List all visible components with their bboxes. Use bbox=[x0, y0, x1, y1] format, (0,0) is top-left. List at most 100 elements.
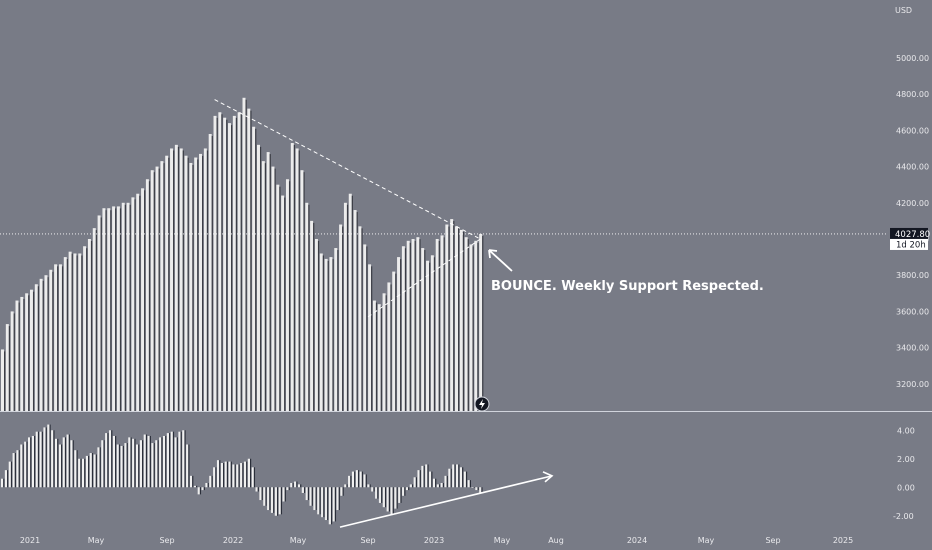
oscillator-bar bbox=[216, 460, 220, 488]
price-bar-shadow bbox=[23, 298, 25, 411]
oscillator-bar-shadow bbox=[157, 440, 159, 488]
oscillator-bar bbox=[463, 471, 466, 488]
oscillator-bar bbox=[124, 443, 127, 488]
oscillator-bar bbox=[297, 484, 301, 488]
oscillator-pane bbox=[1, 424, 483, 525]
oscillator-bar-shadow bbox=[253, 467, 256, 488]
price-bar-shadow bbox=[317, 240, 320, 411]
price-bar-shadow bbox=[235, 117, 238, 412]
price-bar-shadow bbox=[404, 248, 407, 411]
price-bar bbox=[469, 244, 473, 411]
oscillator-bar-shadow bbox=[14, 453, 16, 488]
price-bar-shadow bbox=[390, 284, 392, 411]
oscillator-bar bbox=[475, 487, 478, 491]
price-bar bbox=[368, 264, 372, 411]
annotation-arrow bbox=[488, 249, 513, 272]
oscillator-bar-shadow bbox=[219, 460, 221, 488]
price-bar-shadow bbox=[76, 255, 78, 411]
price-bar bbox=[179, 148, 183, 411]
oscillator-bar-shadow bbox=[381, 487, 383, 503]
oscillator-bar bbox=[224, 461, 227, 488]
oscillator-bar-shadow bbox=[354, 471, 356, 488]
price-bar-shadow bbox=[385, 295, 387, 411]
price-bar bbox=[339, 224, 343, 411]
oscillator-bar-shadow bbox=[238, 464, 240, 488]
oscillator-bar-shadow bbox=[68, 434, 70, 488]
price-bar-shadow bbox=[458, 228, 460, 411]
price-bar-shadow bbox=[13, 313, 15, 411]
oscillator-bar-shadow bbox=[330, 487, 333, 525]
price-bar bbox=[189, 162, 193, 411]
price-bar bbox=[39, 278, 43, 411]
oscillator-bar bbox=[209, 475, 212, 488]
price-bar-shadow bbox=[129, 204, 131, 411]
price-bar bbox=[252, 126, 256, 412]
price-bar bbox=[242, 97, 246, 411]
oscillator-bar bbox=[182, 430, 185, 488]
price-bar-shadow bbox=[293, 145, 295, 411]
oscillator-bar-shadow bbox=[435, 478, 437, 488]
price-bar-shadow bbox=[95, 230, 97, 411]
price-bar bbox=[256, 144, 260, 411]
oscillator-bar-shadow bbox=[138, 444, 140, 488]
price-bar-shadow bbox=[274, 168, 276, 411]
price-tick-label: 4200.00 bbox=[896, 199, 929, 208]
oscillator-bar-shadow bbox=[30, 437, 32, 488]
oscillator-bar-shadow bbox=[473, 487, 475, 488]
price-bar-shadow bbox=[47, 277, 49, 411]
oscillator-bar-shadow bbox=[165, 435, 167, 488]
oscillator-bar-shadow bbox=[153, 443, 155, 488]
x-tick-label: Sep bbox=[765, 536, 780, 545]
currency-label: USD bbox=[895, 6, 912, 15]
oscillator-bar-shadow bbox=[57, 438, 59, 488]
oscillator-bar-shadow bbox=[265, 487, 267, 506]
oscillator-bar-shadow bbox=[284, 487, 286, 502]
oscillator-bar bbox=[436, 484, 439, 488]
oscillator-bar bbox=[344, 484, 347, 488]
price-bar-shadow bbox=[57, 266, 59, 411]
price-bar-shadow bbox=[259, 146, 262, 411]
oscillator-bar-shadow bbox=[3, 478, 5, 488]
axes: 3200.003400.003600.003800.004000.004200.… bbox=[0, 54, 932, 545]
oscillator-bar bbox=[479, 487, 482, 493]
oscillator-bar-shadow bbox=[172, 431, 175, 488]
price-bar-shadow bbox=[119, 208, 122, 411]
oscillator-bar-shadow bbox=[373, 487, 375, 492]
oscillator-bar bbox=[259, 487, 262, 501]
x-tick-label: 2023 bbox=[424, 536, 444, 545]
oscillator-bar bbox=[62, 437, 65, 488]
price-bar bbox=[237, 112, 241, 412]
oscillator-bar-shadow bbox=[361, 471, 364, 488]
oscillator-bar-shadow bbox=[215, 467, 217, 488]
oscillator-bar-shadow bbox=[269, 487, 271, 511]
price-bar bbox=[34, 284, 38, 411]
oscillator-bar-shadow bbox=[423, 465, 425, 488]
price-bar bbox=[305, 202, 309, 411]
oscillator-bar-shadow bbox=[342, 487, 344, 496]
trendline-dashed-2 bbox=[367, 238, 481, 318]
price-bar-shadow bbox=[351, 195, 353, 411]
oscillator-bar-shadow bbox=[288, 487, 290, 491]
oscillator-bar-shadow bbox=[303, 487, 306, 493]
oscillator-bar-shadow bbox=[34, 435, 36, 488]
price-bar-shadow bbox=[308, 204, 310, 411]
price-bar bbox=[25, 293, 29, 411]
oscillator-bar-shadow bbox=[142, 440, 144, 488]
oscillator-bar-shadow bbox=[61, 444, 63, 488]
oscillator-bar-shadow bbox=[307, 487, 310, 501]
price-bar bbox=[15, 300, 19, 411]
oscillator-bar-shadow bbox=[357, 470, 360, 488]
oscillator-bar bbox=[456, 464, 459, 488]
oscillator-bar-shadow bbox=[10, 461, 13, 488]
countdown-value: 1d 20h bbox=[896, 240, 926, 250]
oscillator-bar bbox=[459, 467, 463, 488]
oscillator-bar-shadow bbox=[234, 464, 236, 488]
oscillator-bar bbox=[155, 440, 158, 488]
oscillator-bar-shadow bbox=[7, 470, 9, 488]
oscillator-bar-shadow bbox=[242, 463, 244, 488]
price-bar bbox=[136, 193, 140, 411]
oscillator-bar-shadow bbox=[41, 431, 43, 488]
price-bar bbox=[334, 248, 338, 411]
oscillator-bar bbox=[317, 487, 320, 515]
